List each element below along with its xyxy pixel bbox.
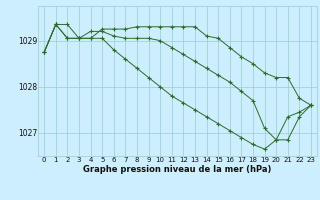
X-axis label: Graphe pression niveau de la mer (hPa): Graphe pression niveau de la mer (hPa) — [84, 165, 272, 174]
